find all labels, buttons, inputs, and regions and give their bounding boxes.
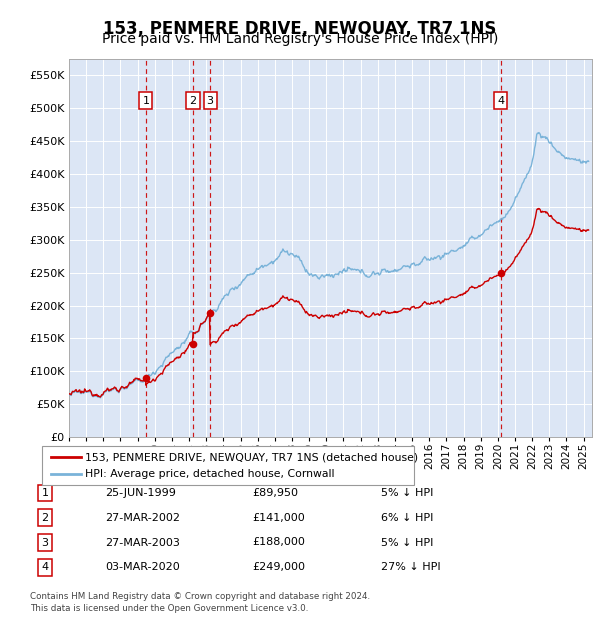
Text: 2: 2: [190, 95, 197, 105]
Text: 1: 1: [41, 488, 49, 498]
Text: 3: 3: [41, 538, 49, 547]
Text: Price paid vs. HM Land Registry's House Price Index (HPI): Price paid vs. HM Land Registry's House …: [102, 32, 498, 46]
Text: 4: 4: [41, 562, 49, 572]
Text: Contains HM Land Registry data © Crown copyright and database right 2024.: Contains HM Land Registry data © Crown c…: [30, 592, 370, 601]
Text: £89,950: £89,950: [252, 488, 298, 498]
Text: 153, PENMERE DRIVE, NEWQUAY, TR7 1NS: 153, PENMERE DRIVE, NEWQUAY, TR7 1NS: [103, 20, 497, 38]
Text: 6% ↓ HPI: 6% ↓ HPI: [381, 513, 433, 523]
Text: 27-MAR-2003: 27-MAR-2003: [105, 538, 180, 547]
Text: 5% ↓ HPI: 5% ↓ HPI: [381, 538, 433, 547]
Text: £249,000: £249,000: [252, 562, 305, 572]
Text: £188,000: £188,000: [252, 538, 305, 547]
Text: 2: 2: [41, 513, 49, 523]
Text: 3: 3: [206, 95, 214, 105]
Text: 4: 4: [497, 95, 505, 105]
Text: 5% ↓ HPI: 5% ↓ HPI: [381, 488, 433, 498]
Text: 25-JUN-1999: 25-JUN-1999: [105, 488, 176, 498]
Text: 153, PENMERE DRIVE, NEWQUAY, TR7 1NS (detached house): 153, PENMERE DRIVE, NEWQUAY, TR7 1NS (de…: [85, 452, 418, 462]
Text: 27% ↓ HPI: 27% ↓ HPI: [381, 562, 440, 572]
Text: £141,000: £141,000: [252, 513, 305, 523]
Text: 27-MAR-2002: 27-MAR-2002: [105, 513, 180, 523]
Text: HPI: Average price, detached house, Cornwall: HPI: Average price, detached house, Corn…: [85, 469, 335, 479]
Text: 1: 1: [142, 95, 149, 105]
Text: 03-MAR-2020: 03-MAR-2020: [105, 562, 180, 572]
Text: This data is licensed under the Open Government Licence v3.0.: This data is licensed under the Open Gov…: [30, 603, 308, 613]
